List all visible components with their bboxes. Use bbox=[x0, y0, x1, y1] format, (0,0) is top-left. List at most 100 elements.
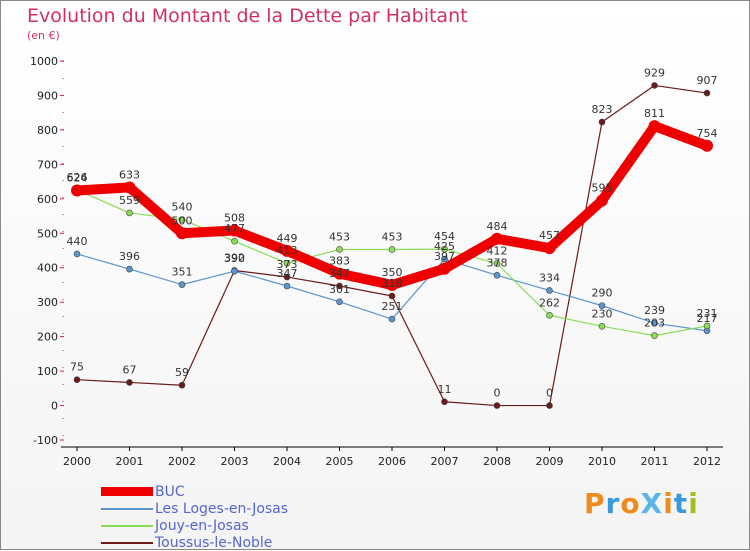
data-point bbox=[703, 322, 711, 330]
x-tick-label: 2010 bbox=[588, 455, 616, 468]
y-tick-label: 100 bbox=[37, 365, 58, 378]
data-label: 59 bbox=[175, 366, 189, 379]
data-label: 251 bbox=[382, 300, 403, 313]
legend-label: Toussus-le-Noble bbox=[155, 534, 273, 551]
data-label: 75 bbox=[70, 361, 84, 374]
data-point bbox=[73, 376, 81, 384]
legend-item: Jouy-en-Josas bbox=[101, 517, 288, 534]
data-point bbox=[491, 232, 503, 245]
brand-letter: r bbox=[605, 487, 621, 520]
brand-letter: X bbox=[640, 487, 664, 520]
data-point bbox=[651, 82, 658, 89]
data-point bbox=[651, 319, 658, 327]
x-tick-label: 2003 bbox=[221, 455, 249, 468]
data-point bbox=[648, 120, 661, 133]
data-label: 477 bbox=[224, 222, 245, 235]
x-tick-label: 2008 bbox=[483, 455, 511, 468]
legend-swatch bbox=[101, 487, 153, 496]
data-label: 508 bbox=[224, 212, 245, 225]
y-tick-label: 500 bbox=[37, 227, 58, 240]
data-point bbox=[178, 216, 186, 223]
data-label: 754 bbox=[697, 127, 718, 140]
data-label: 449 bbox=[277, 232, 298, 245]
x-tick-label: 2011 bbox=[641, 455, 669, 468]
data-point bbox=[231, 237, 238, 245]
data-point bbox=[441, 255, 448, 263]
x-tick-label: 2000 bbox=[63, 455, 91, 468]
data-label: 929 bbox=[644, 66, 665, 79]
data-label: 350 bbox=[382, 266, 403, 279]
data-point bbox=[441, 398, 448, 406]
data-label: 457 bbox=[539, 229, 560, 242]
data-label: 454 bbox=[434, 230, 455, 243]
data-point bbox=[178, 381, 186, 389]
data-label: 11 bbox=[438, 383, 452, 396]
data-label: 624 bbox=[67, 172, 88, 185]
data-label: 0 bbox=[494, 387, 501, 400]
data-point bbox=[336, 298, 343, 306]
data-label: 811 bbox=[644, 107, 665, 120]
data-label: 347 bbox=[277, 267, 298, 280]
y-tick-label: -100 bbox=[33, 434, 58, 447]
data-point bbox=[231, 267, 238, 275]
data-point bbox=[703, 89, 711, 97]
x-tick-label: 2004 bbox=[273, 455, 301, 468]
data-label: 626 bbox=[67, 171, 88, 184]
data-point bbox=[493, 402, 501, 409]
data-label: 425 bbox=[434, 240, 455, 253]
chart-subtitle: (en €) bbox=[27, 29, 60, 42]
data-point bbox=[438, 262, 451, 275]
data-point bbox=[281, 244, 293, 257]
y-tick-label: 200 bbox=[37, 331, 58, 344]
data-label: 378 bbox=[487, 256, 508, 269]
x-tick-label: 2005 bbox=[326, 455, 354, 468]
data-point bbox=[388, 246, 396, 253]
legend-item: BUC bbox=[101, 483, 288, 500]
data-point bbox=[546, 287, 553, 294]
brand-letter: i bbox=[663, 487, 674, 520]
chart-axes: -100010020030040050060070080090010002000… bbox=[30, 55, 723, 468]
data-label: 633 bbox=[119, 168, 140, 181]
data-point bbox=[701, 139, 713, 152]
legend-label: Jouy-en-Josas bbox=[155, 517, 249, 534]
data-label: 373 bbox=[277, 258, 298, 271]
data-label: 390 bbox=[224, 252, 245, 265]
data-point bbox=[441, 245, 448, 253]
data-point bbox=[336, 246, 343, 253]
y-tick-label: 400 bbox=[37, 262, 58, 275]
data-point bbox=[598, 322, 606, 330]
data-label: 500 bbox=[172, 214, 193, 227]
y-tick-label: 800 bbox=[37, 124, 58, 137]
legend-swatch bbox=[101, 507, 153, 510]
data-label: 239 bbox=[644, 304, 665, 317]
legend-item: Toussus-le-Noble bbox=[101, 534, 288, 551]
data-label: 217 bbox=[697, 312, 718, 325]
data-point bbox=[598, 302, 606, 309]
x-tick-label: 2007 bbox=[431, 455, 459, 468]
data-point bbox=[123, 181, 136, 194]
data-point bbox=[228, 224, 241, 237]
brand-letter: t bbox=[673, 487, 689, 520]
y-tick-label: 900 bbox=[37, 89, 58, 102]
data-label: 0 bbox=[546, 387, 553, 400]
brand-letter: P bbox=[584, 487, 606, 520]
legend-label: Les Loges-en-Josas bbox=[155, 500, 289, 517]
legend-swatch bbox=[101, 524, 153, 527]
data-label: 347 bbox=[329, 267, 350, 280]
brand-letter: i bbox=[688, 487, 699, 520]
chart-title: Evolution du Montant de la Dette par Hab… bbox=[27, 5, 468, 27]
data-label: 67 bbox=[123, 363, 137, 376]
data-label: 301 bbox=[329, 283, 350, 296]
legend-swatch bbox=[101, 541, 153, 544]
data-point bbox=[283, 282, 291, 290]
data-point bbox=[388, 315, 396, 323]
data-label: 318 bbox=[382, 277, 403, 290]
data-label: 559 bbox=[119, 194, 140, 207]
data-point bbox=[333, 267, 346, 280]
data-point bbox=[73, 250, 81, 258]
data-point bbox=[543, 242, 556, 255]
data-label: 595 bbox=[592, 182, 613, 195]
data-point bbox=[546, 311, 553, 319]
data-label: 397 bbox=[434, 250, 455, 263]
